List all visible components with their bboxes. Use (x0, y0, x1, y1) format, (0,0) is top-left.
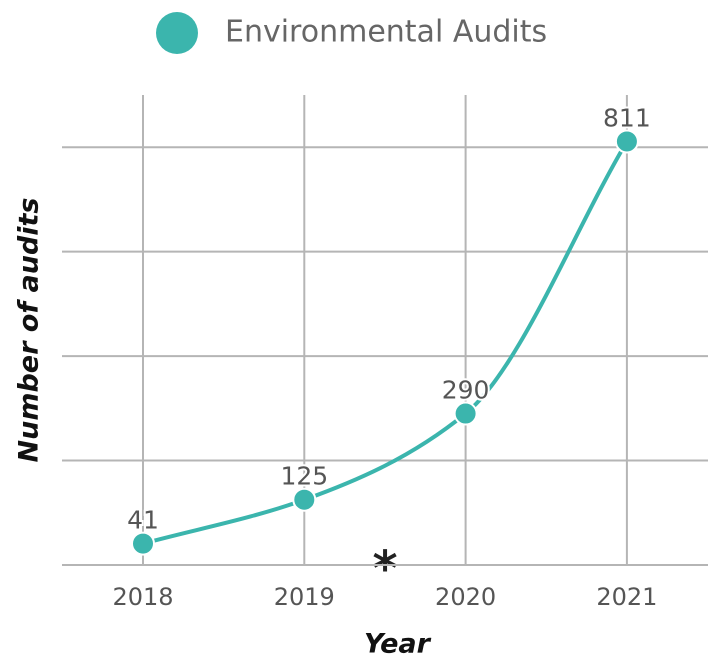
legend-label: Environmental Audits (225, 15, 547, 50)
x-tick-label: 2018 (112, 583, 173, 611)
legend-marker (156, 12, 198, 54)
data-point (292, 487, 317, 512)
x-tick-label: 2019 (274, 583, 335, 611)
annotation: * (372, 541, 397, 597)
data-point (131, 531, 155, 556)
data-point (453, 401, 478, 426)
x-tick-label: 2021 (596, 583, 657, 611)
data-label: 125 (280, 462, 328, 491)
x-axis-label: Year (364, 629, 432, 660)
data-point (614, 129, 639, 154)
data-label: 811 (603, 103, 651, 132)
data-label: 41 (127, 506, 159, 535)
y-axis-label: Number of audits (14, 197, 45, 462)
data-label: 290 (442, 376, 490, 405)
x-tick-label: 2020 (435, 583, 496, 611)
series-line (142, 140, 629, 546)
